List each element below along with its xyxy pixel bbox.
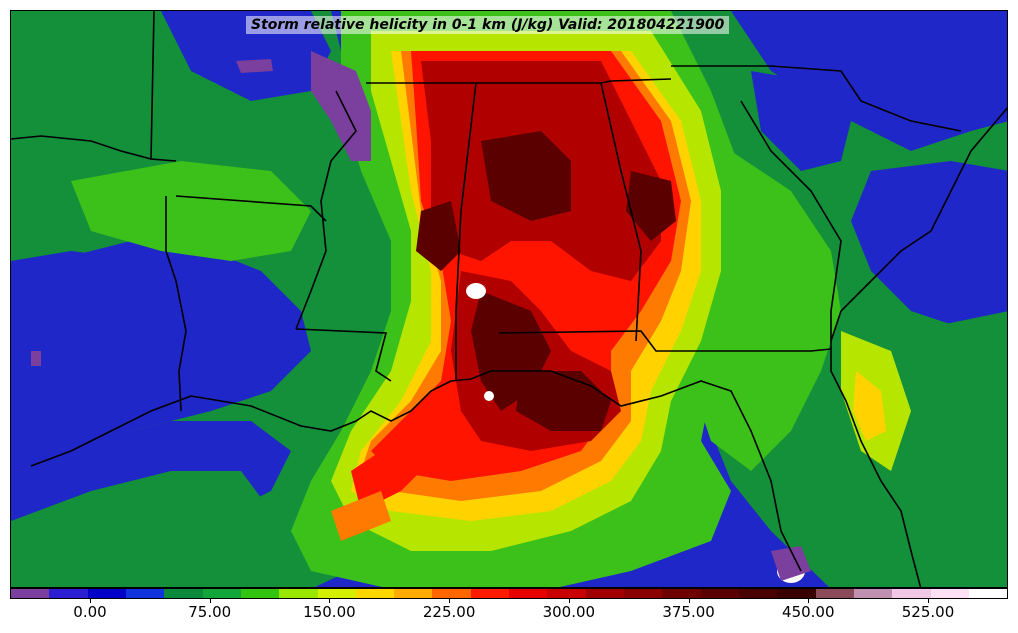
field-purple-se (771, 546, 811, 581)
boundary-nc-sc (671, 65, 962, 132)
colorbar-segment (892, 589, 931, 598)
boundary-fl-al-ga (498, 330, 832, 352)
field-darkest-red-4 (416, 201, 461, 271)
colorbar-segment (968, 589, 1008, 598)
field-red-swath-sw (351, 411, 451, 511)
colorbar-segment (87, 589, 126, 598)
field-purple-north (311, 51, 371, 161)
colorbar-segment (164, 589, 203, 598)
boundary-al-ga (600, 82, 642, 342)
boundary-tn-north (366, 78, 672, 84)
colorbar-segment (930, 589, 969, 598)
boundary-ga-sc (740, 100, 842, 341)
field-green-west-3 (11, 31, 161, 141)
colorbar-tick-label: 75.00 (188, 603, 232, 621)
boundary-atlantic-coast (830, 107, 1007, 587)
colorbar-segment (700, 589, 739, 598)
colorbar-segment (738, 589, 778, 598)
field-yellow-east (853, 371, 886, 441)
map-title: Storm relative helicity in 0-1 km (J/kg)… (246, 16, 730, 34)
colorbar-segment (125, 589, 165, 598)
field-purple-small (31, 351, 41, 366)
colorbar-segment (317, 589, 356, 598)
colorbar-tick-label: 300.00 (542, 603, 596, 621)
boundary-gulf-coast-tx (30, 395, 192, 467)
field-green-atlantic (891, 311, 1007, 587)
boundary-gulf-coast-fl (491, 370, 802, 572)
colorbar-tick-mark (90, 599, 91, 603)
colorbar-segment (432, 589, 471, 598)
colorbar-segment (240, 589, 280, 598)
boundary-lines (11, 11, 1007, 587)
colorbar-segment (49, 589, 88, 598)
colorbar-tick-mark (209, 599, 211, 603)
helicity-map (11, 11, 1007, 587)
field-white-spot-1 (466, 283, 486, 299)
colorbar-tick-mark (808, 599, 810, 603)
field-blue-georgia (751, 71, 851, 171)
field-darkest-red-5 (626, 171, 676, 241)
colorbar-tick-label: 150.00 (303, 603, 356, 621)
colorbar-segment (470, 589, 510, 598)
colorbar-tick-mark (449, 599, 451, 603)
colorbar-tick-label: 225.00 (422, 603, 476, 621)
colorbar-segment (585, 589, 624, 598)
boundary-mississippi-river (295, 90, 357, 330)
colorbar-segment (547, 589, 586, 598)
field-blue-west (11, 251, 281, 461)
colorbar-segment (202, 589, 241, 598)
colorbar-segment (662, 589, 701, 598)
field-green-west-2 (71, 161, 311, 261)
colorbar-segment (624, 589, 663, 598)
field-green-gulf (11, 471, 271, 587)
colorbar-tick-label: 375.00 (662, 603, 715, 621)
colorbar-segment (11, 589, 50, 598)
boundary-la-ms-east (295, 328, 392, 382)
colorbar-tick-label: 0.00 (73, 603, 107, 621)
colorbar (10, 588, 1008, 599)
field-red-swath-sw-2 (331, 491, 391, 541)
boundary-ok-tx-red-river (11, 135, 152, 160)
colorbar-tick-mark (688, 599, 690, 603)
boundary-tx-la-sabine (165, 196, 187, 412)
colorbar-tick-label: 450.00 (782, 603, 835, 621)
field-darkest-red-1 (481, 131, 571, 221)
colorbar-tick-mark (928, 599, 929, 603)
colorbar-segment (394, 589, 433, 598)
colorbar-segment (777, 589, 816, 598)
field-darkest-red-3 (516, 371, 611, 431)
boundary-ar-la (175, 195, 327, 222)
boundary-ms-al (455, 82, 477, 381)
colorbar-tick-mark (329, 599, 331, 603)
colorbar-segment (853, 589, 893, 598)
colorbar-segment (815, 589, 854, 598)
colorbar-segment (355, 589, 395, 598)
colorbar-segment (509, 589, 548, 598)
boundary-gulf-coast-la (190, 370, 492, 432)
field-white-spot-2 (484, 391, 494, 401)
map-panel (10, 10, 1008, 588)
colorbar-tick-label: 525.00 (901, 603, 955, 621)
field-purple-nw (236, 59, 273, 73)
field-blue-east (711, 11, 1007, 151)
colorbar-segment (279, 589, 318, 598)
colorbar-tick-mark (568, 599, 570, 603)
field-blue-southeast (851, 161, 1007, 331)
